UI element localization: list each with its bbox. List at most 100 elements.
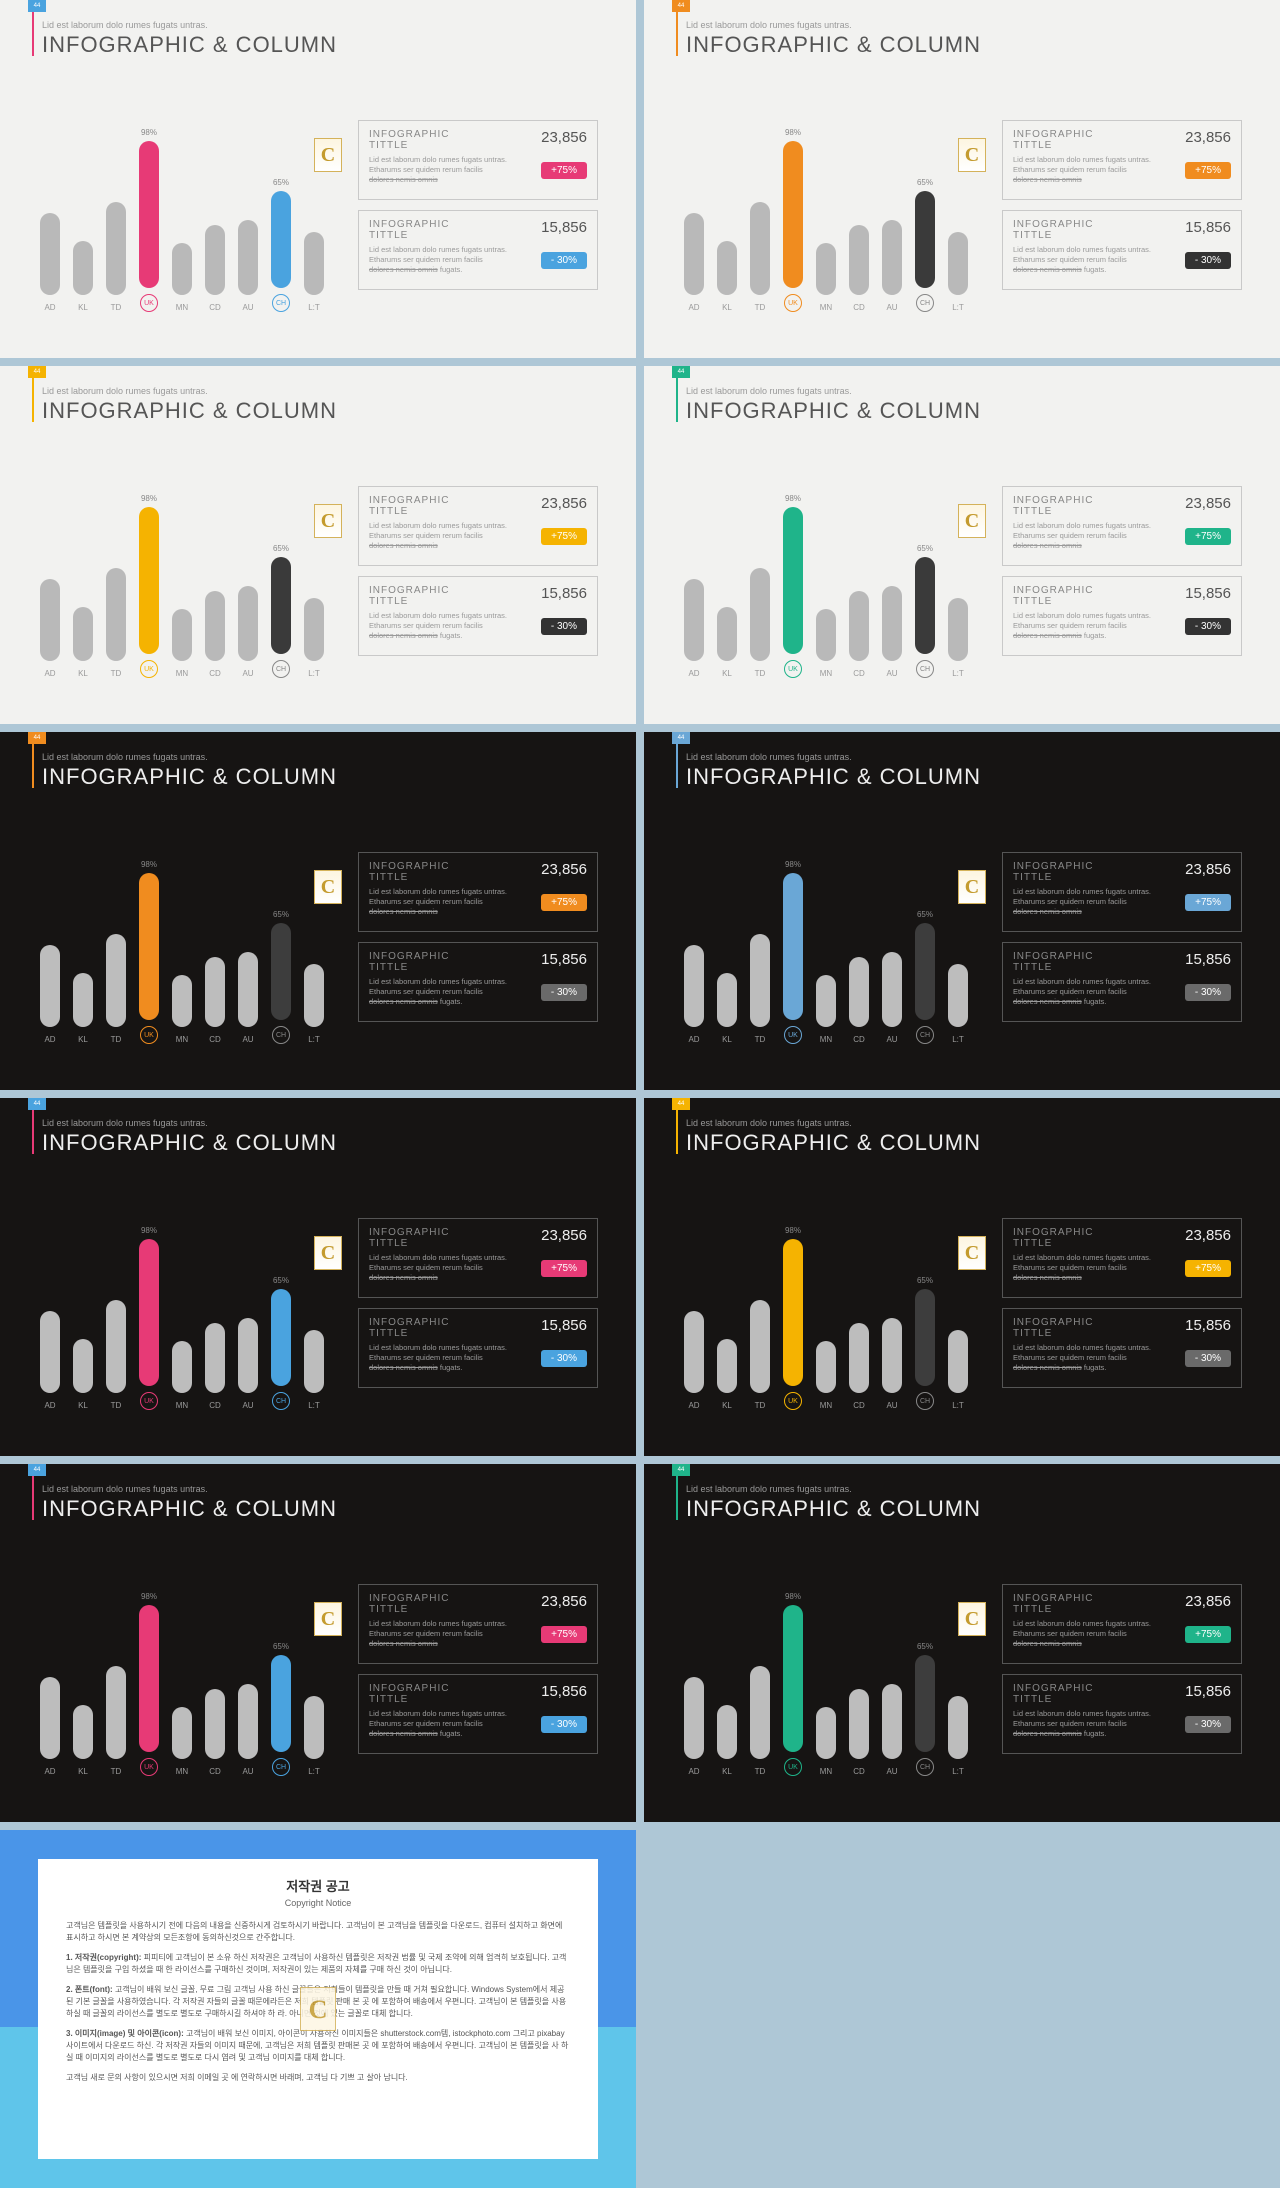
infographic-slide: 44Lid est laborum dolo rumes fugats untr… bbox=[644, 366, 1280, 724]
bar-category-label: CD bbox=[853, 1767, 865, 1776]
bar-category-label: CD bbox=[853, 303, 865, 312]
bar-value-label: 98% bbox=[785, 860, 801, 869]
chart-bar bbox=[172, 1707, 192, 1760]
slide-subtitle: Lid est laborum dolo rumes fugats untras… bbox=[42, 386, 208, 396]
bar-category-label: AU bbox=[886, 1767, 897, 1776]
bar-wrap: AD bbox=[682, 945, 706, 1045]
chart-bar bbox=[783, 141, 803, 288]
bar-value-label: 65% bbox=[273, 1642, 289, 1651]
bar-category-label: UK bbox=[140, 294, 158, 312]
bar-wrap: L:T bbox=[302, 232, 326, 312]
copyright-footer: 고객님 새로 문의 사항이 있으시면 저희 이메일 곳 에 연락하시면 바래며,… bbox=[66, 2072, 570, 2084]
bar-value-label: 65% bbox=[917, 544, 933, 553]
percentage-badge: - 30% bbox=[1185, 984, 1231, 1001]
accent-rule bbox=[32, 1476, 34, 1520]
chart-bar bbox=[915, 1289, 935, 1387]
bar-wrap: MN bbox=[170, 609, 194, 679]
chart-bar bbox=[106, 1666, 126, 1759]
watermark-icon: C bbox=[314, 1236, 342, 1270]
card-number: 23,856 bbox=[541, 1593, 587, 1610]
chart-bar bbox=[271, 1655, 291, 1753]
info-card: INFOGRAPHICTITTLE23,856Lid est laborum d… bbox=[358, 120, 598, 200]
slide-title: INFOGRAPHIC & COLUMN bbox=[42, 32, 337, 58]
percentage-badge: - 30% bbox=[541, 1716, 587, 1733]
bar-category-label: UK bbox=[784, 1392, 802, 1410]
card-description: Lid est laborum dolo rumes fugats untras… bbox=[1013, 155, 1153, 184]
info-card: INFOGRAPHICTITTLE23,856Lid est laborum d… bbox=[358, 852, 598, 932]
bar-category-label: KL bbox=[722, 303, 732, 312]
chart-bar bbox=[205, 957, 225, 1028]
bar-category-label: CH bbox=[916, 294, 934, 312]
chart-bar bbox=[238, 1318, 258, 1393]
chart-bar bbox=[750, 568, 770, 661]
chart-bar bbox=[106, 202, 126, 295]
bar-category-label: AD bbox=[44, 1767, 55, 1776]
bar-wrap: TD bbox=[104, 1666, 128, 1776]
chart-bar bbox=[40, 1311, 60, 1394]
bar-wrap: CD bbox=[203, 957, 227, 1045]
bar-wrap: 98%UK bbox=[137, 1592, 161, 1776]
percentage-badge: +75% bbox=[541, 1626, 587, 1643]
bar-wrap: 65%CH bbox=[913, 178, 937, 313]
chart-bar bbox=[205, 1323, 225, 1394]
bar-wrap: MN bbox=[814, 1707, 838, 1777]
infographic-slide: 44Lid est laborum dolo rumes fugats untr… bbox=[0, 366, 636, 724]
chart-bar bbox=[717, 1705, 737, 1759]
chart-bar bbox=[73, 607, 93, 661]
slide-title: INFOGRAPHIC & COLUMN bbox=[686, 1130, 981, 1156]
bar-wrap: L:T bbox=[946, 1696, 970, 1776]
bar-category-label: KL bbox=[722, 1401, 732, 1410]
bar-category-label: AU bbox=[886, 1401, 897, 1410]
bar-wrap: AD bbox=[38, 579, 62, 679]
percentage-badge: +75% bbox=[1185, 1260, 1231, 1277]
bar-category-label: MN bbox=[176, 669, 188, 678]
chart-bar bbox=[783, 873, 803, 1020]
chart-bar bbox=[717, 973, 737, 1027]
watermark-icon: C bbox=[314, 870, 342, 904]
bar-category-label: L:T bbox=[952, 669, 964, 678]
chart-bar bbox=[948, 598, 968, 661]
chart-bar bbox=[304, 598, 324, 661]
bar-wrap: TD bbox=[748, 1666, 772, 1776]
bar-value-label: 65% bbox=[917, 1642, 933, 1651]
watermark-icon: C bbox=[314, 504, 342, 538]
info-card: INFOGRAPHICTITTLE23,856Lid est laborum d… bbox=[1002, 120, 1242, 200]
percentage-badge: +75% bbox=[1185, 528, 1231, 545]
chart-bar bbox=[816, 609, 836, 662]
bar-wrap: KL bbox=[71, 1705, 95, 1776]
bar-wrap: TD bbox=[104, 1300, 128, 1410]
bar-category-label: TD bbox=[111, 669, 122, 678]
info-card: INFOGRAPHICTITTLE15,856Lid est laborum d… bbox=[1002, 1674, 1242, 1754]
info-card: INFOGRAPHICTITTLE23,856Lid est laborum d… bbox=[1002, 486, 1242, 566]
slide-title: INFOGRAPHIC & COLUMN bbox=[42, 1496, 337, 1522]
chart-bar bbox=[849, 957, 869, 1028]
info-cards: INFOGRAPHICTITTLE23,856Lid est laborum d… bbox=[358, 120, 598, 290]
slide-number-tab: 44 bbox=[672, 732, 690, 744]
chart-bar bbox=[106, 934, 126, 1027]
bar-wrap: AD bbox=[38, 1311, 62, 1411]
bar-category-label: AD bbox=[688, 1035, 699, 1044]
info-cards: INFOGRAPHICTITTLE23,856Lid est laborum d… bbox=[358, 1218, 598, 1388]
chart-bar bbox=[40, 1677, 60, 1760]
bar-wrap: MN bbox=[170, 975, 194, 1045]
bar-category-label: TD bbox=[111, 303, 122, 312]
bar-wrap: 98%UK bbox=[137, 860, 161, 1044]
percentage-badge: +75% bbox=[1185, 162, 1231, 179]
chart-bar bbox=[750, 202, 770, 295]
info-card: INFOGRAPHICTITTLE23,856Lid est laborum d… bbox=[1002, 1584, 1242, 1664]
bar-category-label: CH bbox=[272, 1758, 290, 1776]
percentage-badge: +75% bbox=[541, 1260, 587, 1277]
bar-category-label: CH bbox=[272, 294, 290, 312]
bar-category-label: KL bbox=[722, 669, 732, 678]
bar-wrap: MN bbox=[814, 975, 838, 1045]
percentage-badge: +75% bbox=[541, 894, 587, 911]
chart-bar bbox=[816, 243, 836, 296]
bar-wrap: TD bbox=[104, 202, 128, 312]
bar-value-label: 65% bbox=[273, 544, 289, 553]
bar-wrap: MN bbox=[170, 243, 194, 313]
chart-bar bbox=[73, 241, 93, 295]
info-cards: INFOGRAPHICTITTLE23,856Lid est laborum d… bbox=[1002, 1218, 1242, 1388]
bar-wrap: AD bbox=[38, 213, 62, 313]
chart-bar bbox=[948, 1696, 968, 1759]
bar-category-label: CD bbox=[853, 669, 865, 678]
